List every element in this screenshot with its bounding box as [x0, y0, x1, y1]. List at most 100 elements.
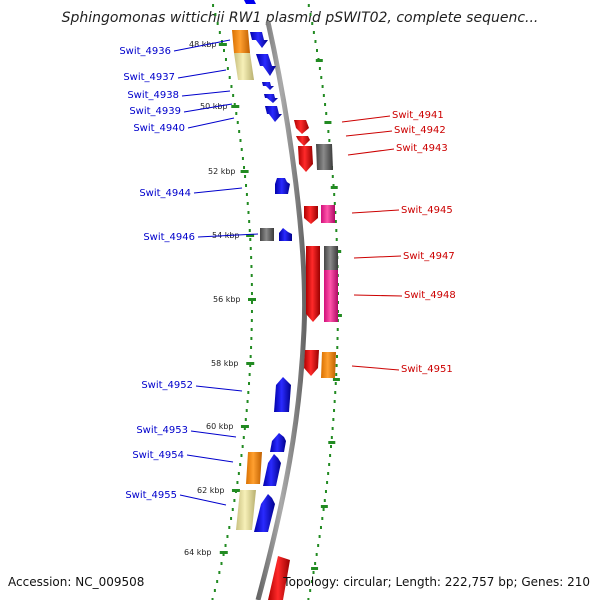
- gene-label[interactable]: Swit_4952: [141, 380, 193, 391]
- gene-label[interactable]: Swit_4942: [394, 125, 446, 136]
- guide-dot: [315, 49, 318, 52]
- left-leaders: [173, 39, 259, 506]
- guide-dot: [250, 328, 253, 331]
- guide-dot: [228, 526, 231, 529]
- gene-label[interactable]: Swit_4945: [401, 205, 453, 216]
- guide-dot: [332, 418, 335, 421]
- guide-dot: [331, 427, 334, 430]
- guide-dot: [243, 427, 246, 430]
- guide-dot: [333, 193, 336, 196]
- kbp-tick: [332, 378, 340, 381]
- gene-label[interactable]: Swit_4943: [396, 143, 448, 154]
- kbp-tick: [247, 298, 256, 301]
- gene-label[interactable]: Swit_4951: [401, 364, 453, 375]
- gene-arrow: [262, 82, 274, 90]
- gene-label[interactable]: Swit_4941: [392, 110, 444, 121]
- left-gene-labels: Swit_4936 Swit_4937 Swit_4938 Swit_4939 …: [119, 46, 195, 501]
- guide-dot: [240, 148, 243, 151]
- gene-block: [246, 452, 262, 484]
- guide-dot: [319, 526, 322, 529]
- guide-dot: [323, 499, 326, 502]
- guide-dot: [244, 418, 247, 421]
- guide-dot: [310, 580, 313, 583]
- gene-label[interactable]: Swit_4937: [123, 72, 175, 83]
- gene-label[interactable]: Swit_4954: [132, 450, 184, 461]
- guide-dot: [250, 319, 253, 322]
- guide-dot: [317, 544, 320, 547]
- guide-dot: [248, 382, 251, 385]
- gene-arrow: [306, 246, 320, 322]
- guide-dot: [250, 283, 253, 286]
- guide-dot: [312, 31, 315, 34]
- guide-dot: [246, 400, 249, 403]
- kbp-tick: [320, 505, 328, 508]
- gene-label[interactable]: Swit_4947: [403, 251, 455, 262]
- guide-dot: [250, 292, 253, 295]
- gene-arrow: [263, 454, 281, 486]
- guide-dot: [228, 76, 231, 79]
- guide-dot: [230, 85, 233, 88]
- guide-dot: [307, 4, 310, 7]
- gene-block: [324, 246, 338, 270]
- guide-dot: [220, 562, 223, 565]
- guide-dot: [233, 103, 236, 106]
- kbp-tick: [334, 314, 342, 317]
- guide-dot: [324, 490, 327, 493]
- guide-dot: [334, 220, 337, 223]
- guide-dot: [335, 364, 338, 367]
- guide-dot: [224, 544, 227, 547]
- gene-label[interactable]: Swit_4940: [133, 123, 185, 134]
- kbp-tick: [240, 170, 249, 173]
- reverse-strand-genes: [268, 120, 338, 600]
- guide-dot: [336, 328, 339, 331]
- right-gene-labels: Swit_4941 Swit_4942 Swit_4943 Swit_4945 …: [392, 110, 456, 375]
- gene-arrow: [268, 556, 290, 600]
- guide-dot: [250, 265, 253, 268]
- guide-dot: [241, 445, 244, 448]
- gene-label[interactable]: Swit_4955: [125, 490, 177, 501]
- guide-dot: [242, 436, 245, 439]
- guide-dot: [333, 202, 336, 205]
- gene-arrow: [265, 106, 282, 122]
- guide-dot: [249, 355, 252, 358]
- map-title: Sphingomonas wittichii RW1 plasmid pSWIT…: [62, 10, 539, 26]
- gene-block: [234, 53, 254, 80]
- guide-dot: [335, 229, 338, 232]
- guide-dot: [250, 310, 253, 313]
- kbp-tick: [324, 121, 332, 124]
- gene-label[interactable]: Swit_4944: [139, 188, 191, 199]
- guide-dot: [335, 238, 338, 241]
- guide-dot: [250, 274, 253, 277]
- gene-label[interactable]: Swit_4939: [129, 106, 181, 117]
- guide-dot: [250, 337, 253, 340]
- guide-dot: [322, 508, 325, 511]
- guide-dot: [326, 481, 329, 484]
- guide-dot: [334, 211, 337, 214]
- guide-dot: [322, 94, 325, 97]
- guide-dot: [314, 40, 317, 43]
- kbp-label: 48 kbp: [189, 40, 217, 49]
- gene-label[interactable]: Swit_4946: [143, 232, 195, 243]
- kbp-tick: [218, 43, 227, 46]
- gene-block: [316, 144, 333, 170]
- guide-dot: [327, 472, 330, 475]
- guide-dot: [226, 67, 229, 70]
- gene-label[interactable]: Swit_4936: [119, 46, 171, 57]
- gene-label[interactable]: Swit_4953: [136, 425, 188, 436]
- right-leaders: [341, 115, 403, 371]
- gene-label[interactable]: Swit_4948: [404, 290, 456, 301]
- guide-dot: [325, 112, 328, 115]
- guide-dot: [247, 391, 250, 394]
- guide-dot: [236, 481, 239, 484]
- gene-label[interactable]: Swit_4938: [127, 90, 179, 101]
- guide-dot: [335, 355, 338, 358]
- guide-dot: [320, 76, 323, 79]
- gene-arrow: [304, 350, 319, 376]
- topology-text: Topology: circular; Length: 222,757 bp; …: [282, 575, 590, 589]
- guide-dot: [238, 130, 241, 133]
- gene-arrow: [294, 120, 309, 134]
- gene-block: [260, 228, 274, 241]
- guide-dot: [224, 58, 227, 61]
